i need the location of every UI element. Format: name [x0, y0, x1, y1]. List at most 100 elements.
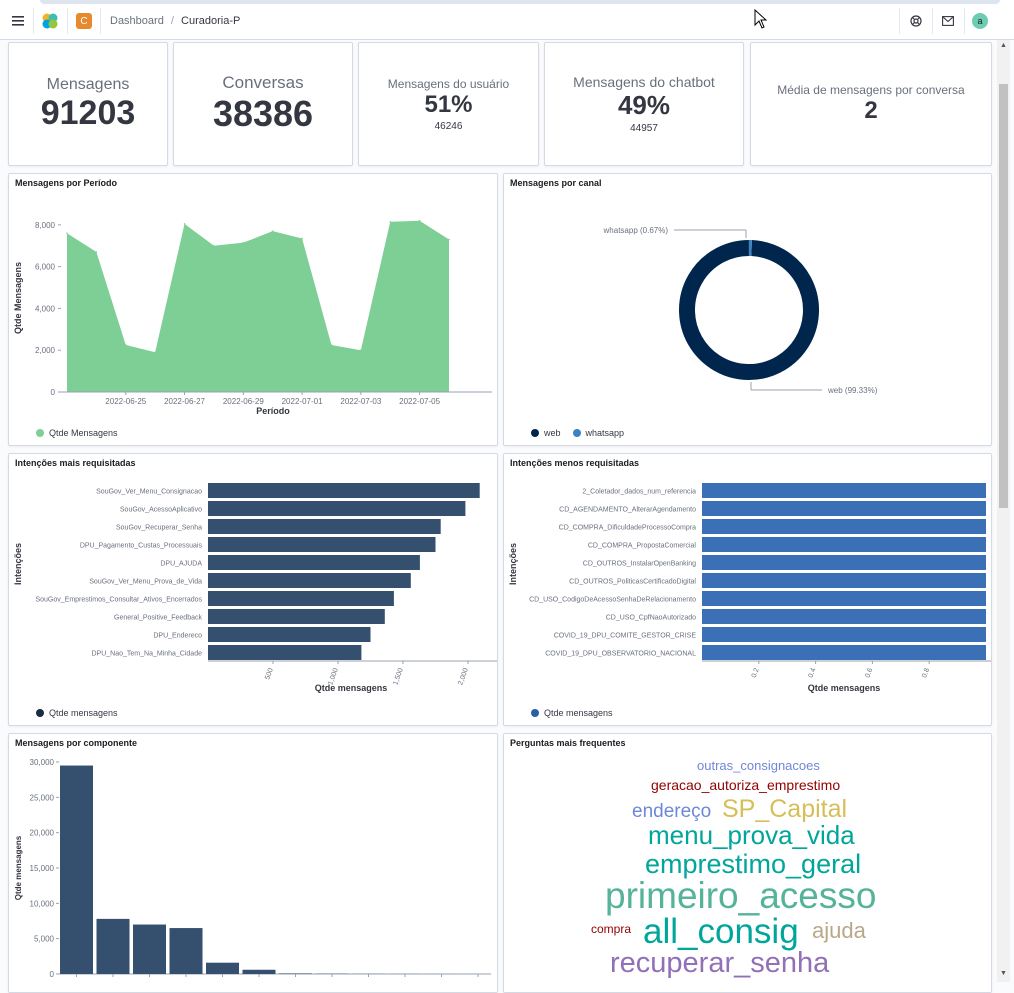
y-tick-label: 20,000 — [30, 829, 55, 838]
y-tick-label: 5,000 — [34, 935, 55, 944]
legend-label: Qtde mensagens — [544, 708, 613, 718]
category-label: 2_Coletador_dados_num_referencia — [582, 489, 696, 496]
breadcrumb-dashboard[interactable]: Dashboard — [110, 15, 164, 27]
y-tick-label: 30,000 — [30, 758, 55, 767]
panel-title: Perguntas mais frequentes — [510, 738, 626, 748]
bar — [208, 483, 480, 498]
panel-intencoes-mais-requisitadas: Intenções mais requisitadas SouGov_Ver_M… — [8, 453, 498, 726]
hamburger-menu-icon[interactable] — [8, 12, 28, 30]
space-letter: C — [80, 16, 87, 27]
y-tick-label: 25,000 — [30, 793, 55, 802]
data-point — [419, 220, 421, 222]
y-axis-label: Intenções — [508, 543, 518, 585]
data-point — [125, 344, 127, 346]
category-label: CD_OUTROS_InstalarOpenBanking — [583, 561, 696, 568]
legend-item[interactable]: Qtde mensagens — [36, 708, 118, 718]
word[interactable]: endereço — [632, 802, 711, 821]
legend-item-whatsapp[interactable]: whatsapp — [573, 428, 625, 438]
data-point — [360, 349, 362, 351]
breadcrumb: Dashboard / Curadoria-P — [110, 15, 240, 27]
breadcrumb-current: Curadoria-P — [181, 15, 240, 27]
x-axis-label: Qtde mensagens — [808, 683, 881, 693]
metric-value: 91203 — [41, 94, 136, 133]
space-avatar[interactable]: C — [76, 13, 92, 29]
category-label: SouGov_Recuperar_Senha — [116, 525, 202, 532]
scroll-down-arrow-icon[interactable]: ▼ — [997, 970, 1010, 980]
bar — [702, 573, 986, 588]
top-intents-bar-chart[interactable]: SouGov_Ver_Menu_ConsignacaoSouGov_Acesso… — [9, 454, 497, 725]
word[interactable]: ajuda — [812, 920, 866, 942]
category-label: CD_USO_CodigoDeAcessoSenhaDeRelacionamen… — [529, 597, 696, 604]
data-point — [301, 238, 303, 240]
metric-panel-mensagens-usuario: Mensagens do usuário 51% 46246 — [358, 42, 539, 166]
x-tick-label: 2022-07-05 — [399, 397, 440, 406]
top-navigation-bar: C Dashboard / Curadoria-P a — [0, 0, 1014, 40]
legend: Qtde Mensagens — [36, 428, 130, 438]
bar — [702, 627, 986, 642]
x-axis-label: Qtde mensagens — [315, 683, 388, 693]
bar — [208, 555, 420, 570]
mouse-cursor-icon — [754, 9, 768, 29]
word[interactable]: emprestimo_geral — [645, 851, 861, 878]
panel-intencoes-menos-requisitadas: Intenções menos requisitadas 2_Coletador… — [503, 453, 992, 726]
help-icon[interactable] — [908, 13, 924, 29]
legend-dot — [573, 429, 581, 437]
x-tick-label: 1,500 — [392, 667, 405, 686]
word[interactable]: primeiro_acesso — [605, 877, 876, 914]
word[interactable]: all_consig — [643, 914, 799, 949]
y-tick-label: 6,000 — [35, 263, 56, 272]
y-axis-label: Qtde Mensagens — [13, 262, 23, 334]
legend-label: Qtde Mensagens — [49, 428, 118, 438]
legend: web whatsapp — [531, 428, 636, 438]
legend-item[interactable]: Qtde Mensagens — [36, 428, 118, 438]
bottom-intents-bar-chart[interactable]: 2_Coletador_dados_num_referenciaCD_AGEND… — [504, 454, 991, 725]
word[interactable]: compra — [591, 923, 631, 935]
component-bar-chart[interactable]: 05,00010,00015,00020,00025,00030,000Qtde… — [9, 734, 497, 992]
x-tick-label: 0.6 — [864, 667, 874, 679]
bar — [702, 519, 986, 534]
legend-dot — [36, 429, 44, 437]
word[interactable]: outras_consignacoes — [697, 759, 820, 772]
metric-label: Média de mensagens por conversa — [777, 83, 964, 97]
slice-label-whatsapp: whatsapp (0.67%) — [603, 226, 669, 235]
legend: Qtde mensagens — [531, 708, 625, 718]
legend-item-web[interactable]: web — [531, 428, 561, 438]
metric-value: 49% — [618, 90, 670, 121]
metric-value: 2 — [864, 97, 877, 125]
legend-label: whatsapp — [586, 428, 625, 438]
scroll-up-arrow-icon[interactable]: ▲ — [997, 42, 1010, 52]
category-label: SouGov_Emprestimos_Consultar_Ativos_Ence… — [35, 597, 202, 604]
legend-dot — [531, 429, 539, 437]
data-point — [243, 242, 245, 244]
word[interactable]: SP_Capital — [722, 797, 847, 822]
legend-item[interactable]: Qtde mensagens — [531, 708, 613, 718]
scrollbar-thumb[interactable] — [999, 84, 1008, 508]
channel-donut-chart[interactable]: whatsapp (0.67%)web (99.33%) — [504, 174, 991, 445]
word[interactable]: menu_prova_vida — [648, 822, 855, 848]
word[interactable]: geracao_autoriza_emprestimo — [651, 778, 840, 792]
bar — [208, 609, 385, 624]
category-label: CD_USO_CpfNaoAutorizado — [606, 615, 696, 622]
page-scrollbar[interactable]: ▲ ▼ — [997, 40, 1010, 982]
category-label: DPU_AJUDA — [160, 561, 202, 568]
y-tick-label: 15,000 — [30, 864, 55, 873]
app-logo-icon[interactable] — [40, 11, 60, 31]
word[interactable]: recuperar_senha — [610, 949, 829, 978]
bar — [279, 973, 312, 974]
bar — [243, 970, 276, 974]
category-label: CD_OUTROS_PoliticasCertificadoDigital — [569, 579, 696, 586]
bar — [702, 591, 986, 606]
x-tick-label: 500 — [264, 667, 275, 680]
mail-icon[interactable] — [940, 13, 956, 29]
metric-sub-value: 44957 — [630, 123, 658, 134]
metric-sub-value: 46246 — [435, 121, 463, 132]
category-label: SouGov_Ver_Menu_Prova_de_Vida — [89, 579, 202, 586]
category-label: SouGov_Ver_Menu_Consignacao — [96, 489, 202, 496]
metric-panel-mensagens: Mensagens 91203 — [8, 42, 168, 166]
user-avatar[interactable]: a — [972, 13, 988, 29]
data-point — [66, 232, 68, 234]
x-tick-label: 2022-06-29 — [223, 397, 264, 406]
